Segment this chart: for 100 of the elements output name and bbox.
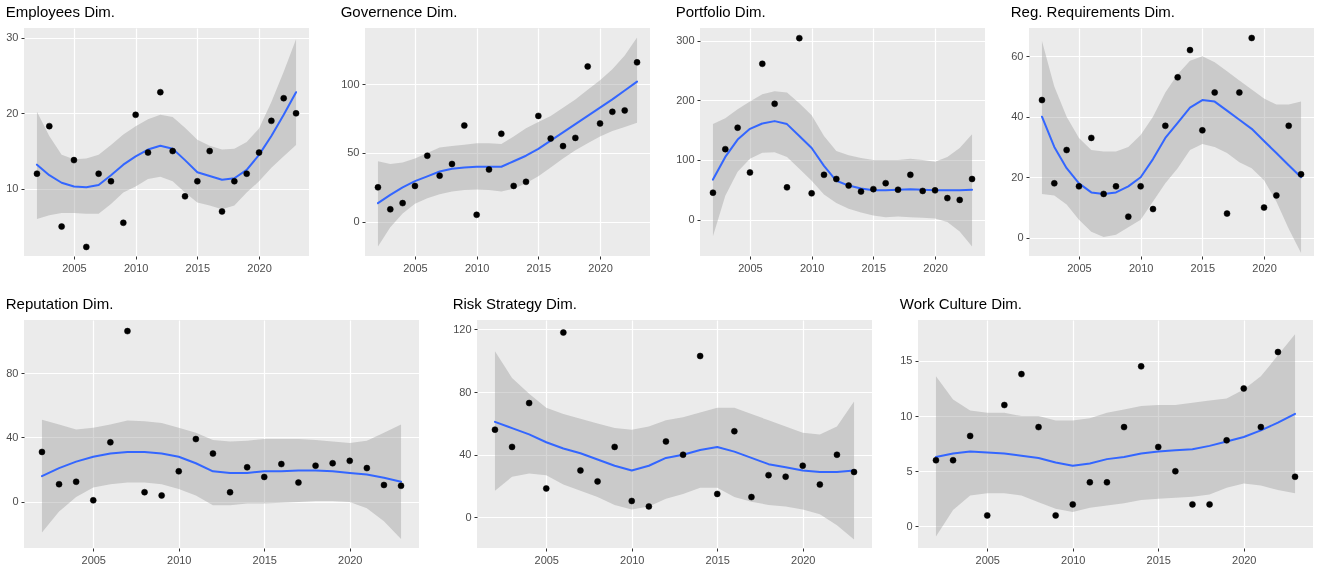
point xyxy=(510,182,517,190)
y-tick-label: 120 xyxy=(453,322,472,335)
point xyxy=(132,111,139,119)
point xyxy=(95,170,102,177)
point xyxy=(380,481,388,489)
point xyxy=(231,178,238,185)
point xyxy=(949,456,957,464)
x-tick-label: 2015 xyxy=(252,553,277,566)
point xyxy=(255,149,263,156)
x-tick-label: 2020 xyxy=(791,553,816,566)
point xyxy=(968,175,976,183)
x-tick-label: 2015 xyxy=(705,553,730,566)
point xyxy=(596,120,604,127)
x-tick-label: 2005 xyxy=(738,261,763,274)
y-tick-label: 15 xyxy=(900,354,913,367)
point xyxy=(107,439,114,446)
point xyxy=(424,152,431,159)
point xyxy=(1075,183,1083,190)
y-tick-label: 100 xyxy=(341,77,360,90)
x-tick-label: 2020 xyxy=(247,261,272,274)
point xyxy=(572,134,579,142)
point xyxy=(46,122,53,130)
x-tick-label: 2020 xyxy=(588,261,613,274)
chart-title: Employees Dim. xyxy=(5,3,115,20)
point xyxy=(346,457,353,465)
x-tick-label: 2020 xyxy=(1252,261,1277,274)
point xyxy=(33,170,41,177)
point xyxy=(931,187,939,194)
point xyxy=(594,478,601,485)
point xyxy=(1273,192,1280,199)
line-series xyxy=(934,412,1297,467)
point xyxy=(192,435,200,443)
point xyxy=(611,443,618,451)
point xyxy=(218,208,226,215)
y-tick-label: 60 xyxy=(1011,49,1024,62)
point xyxy=(870,185,877,193)
point xyxy=(759,60,766,68)
point xyxy=(491,426,499,433)
point xyxy=(387,206,394,213)
x-tick-label: 2005 xyxy=(62,261,87,274)
point xyxy=(633,59,641,66)
point xyxy=(175,468,182,475)
point xyxy=(141,489,148,496)
point xyxy=(295,479,302,486)
point xyxy=(833,451,841,459)
point xyxy=(312,462,319,469)
chart-title: Governence Dim. xyxy=(340,3,458,20)
point xyxy=(1174,74,1181,81)
point xyxy=(1297,171,1305,178)
point xyxy=(1155,443,1162,451)
point xyxy=(1223,437,1230,444)
point xyxy=(1162,122,1169,130)
point xyxy=(1211,89,1218,96)
point xyxy=(1052,512,1059,519)
point xyxy=(1248,34,1255,42)
point xyxy=(1186,46,1194,54)
point xyxy=(932,456,940,464)
point xyxy=(1291,473,1299,481)
y-tick-label: 300 xyxy=(676,34,695,47)
point xyxy=(535,112,542,120)
point xyxy=(448,160,456,168)
point xyxy=(157,88,164,96)
point xyxy=(55,480,63,488)
point xyxy=(782,473,789,480)
point xyxy=(473,211,480,219)
point xyxy=(1240,385,1247,392)
point xyxy=(292,110,300,117)
y-tick-label: 0 xyxy=(465,510,472,523)
point xyxy=(1189,501,1196,508)
point xyxy=(609,108,616,116)
point xyxy=(397,482,405,490)
x-tick-label: 2005 xyxy=(975,553,1000,566)
y-tick-label: 0 xyxy=(353,215,360,228)
y-tick-label: 50 xyxy=(347,146,360,159)
point xyxy=(70,156,78,164)
point xyxy=(845,182,852,189)
point xyxy=(662,438,670,445)
point xyxy=(1285,122,1292,130)
point xyxy=(243,464,251,471)
point xyxy=(1125,213,1132,220)
point xyxy=(194,178,201,185)
point xyxy=(820,171,828,179)
point xyxy=(645,503,653,510)
y-tick-label: 40 xyxy=(459,448,472,461)
point xyxy=(748,493,755,501)
point xyxy=(1103,479,1111,486)
point xyxy=(1236,89,1243,96)
x-tick-label: 2010 xyxy=(1061,553,1086,566)
point xyxy=(956,196,963,204)
y-tick-label: 10 xyxy=(900,409,913,422)
point xyxy=(411,182,419,190)
point xyxy=(261,473,268,481)
point xyxy=(560,329,567,336)
point xyxy=(58,223,65,230)
point xyxy=(1137,363,1145,370)
y-tick-label: 0 xyxy=(12,495,19,508)
x-tick-label: 2020 xyxy=(923,261,948,274)
y-tick-label: 0 xyxy=(906,519,913,532)
point xyxy=(83,243,90,251)
point xyxy=(1112,183,1120,190)
